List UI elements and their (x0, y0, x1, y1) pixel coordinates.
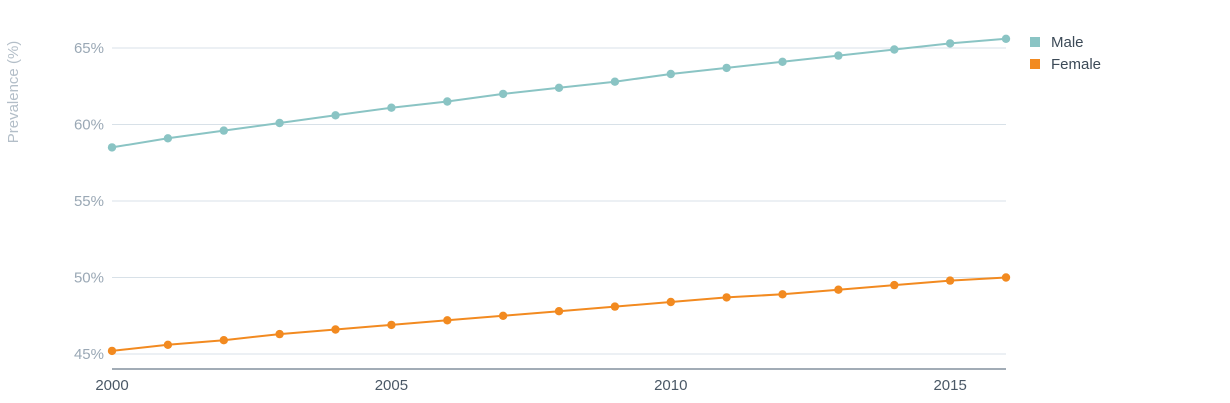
y-tick-label: 60% (74, 117, 104, 134)
x-tick-label: 2010 (654, 377, 687, 394)
data-point-male[interactable] (107, 143, 117, 152)
x-tick-label: 2005 (375, 377, 408, 394)
legend: Male Female (1030, 34, 1101, 73)
x-tick-label: 2000 (95, 377, 128, 394)
legend-label-female[interactable]: Female (1051, 56, 1101, 73)
y-tick-label: 55% (74, 193, 104, 210)
data-point-female[interactable] (554, 307, 564, 316)
data-point-female[interactable] (890, 280, 899, 290)
data-point-male[interactable] (778, 57, 787, 66)
x-tick-label: 2015 (933, 377, 966, 394)
data-point-male[interactable] (890, 45, 899, 54)
data-point-female[interactable] (498, 311, 508, 320)
legend-swatch-female[interactable] (1030, 59, 1040, 69)
data-point-male[interactable] (498, 89, 508, 99)
data-point-female[interactable] (945, 276, 955, 285)
data-point-female[interactable] (443, 316, 452, 325)
data-point-male[interactable] (1001, 34, 1011, 43)
series-layer (107, 34, 1011, 356)
data-point-female[interactable] (722, 293, 731, 302)
data-point-male[interactable] (219, 126, 228, 135)
data-point-male[interactable] (610, 77, 620, 86)
data-point-female[interactable] (666, 297, 675, 307)
data-point-female[interactable] (778, 290, 787, 299)
legend-label-male[interactable]: Male (1051, 34, 1084, 51)
data-point-male[interactable] (443, 97, 452, 106)
grid-layer (112, 47, 1006, 355)
y-axis-label: Prevalence (%) (5, 41, 22, 144)
data-point-male[interactable] (945, 39, 955, 48)
data-point-male[interactable] (163, 134, 173, 143)
y-tick-label: 45% (74, 346, 104, 363)
y-tick-label: 65% (74, 40, 104, 57)
data-point-male[interactable] (834, 51, 843, 60)
data-point-female[interactable] (1001, 273, 1011, 282)
data-point-female[interactable] (331, 325, 340, 334)
data-point-male[interactable] (331, 111, 340, 120)
data-point-male[interactable] (554, 83, 564, 93)
data-point-female[interactable] (834, 285, 843, 294)
data-point-female[interactable] (107, 346, 117, 356)
data-point-female[interactable] (387, 320, 396, 330)
data-point-female[interactable] (219, 336, 228, 345)
data-point-female[interactable] (610, 302, 620, 311)
data-point-male[interactable] (666, 69, 675, 79)
legend-swatch-male[interactable] (1030, 37, 1040, 47)
y-tick-label: 50% (74, 270, 104, 287)
data-point-female[interactable] (275, 329, 284, 339)
data-point-female[interactable] (163, 340, 173, 349)
data-point-male[interactable] (275, 118, 284, 128)
data-point-male[interactable] (387, 103, 396, 112)
axis-layer: 45% 50% 55% 60% 65% 2000 2005 2010 2015 (74, 40, 1006, 394)
data-point-male[interactable] (722, 63, 731, 73)
series-line-male (111, 37, 1007, 149)
